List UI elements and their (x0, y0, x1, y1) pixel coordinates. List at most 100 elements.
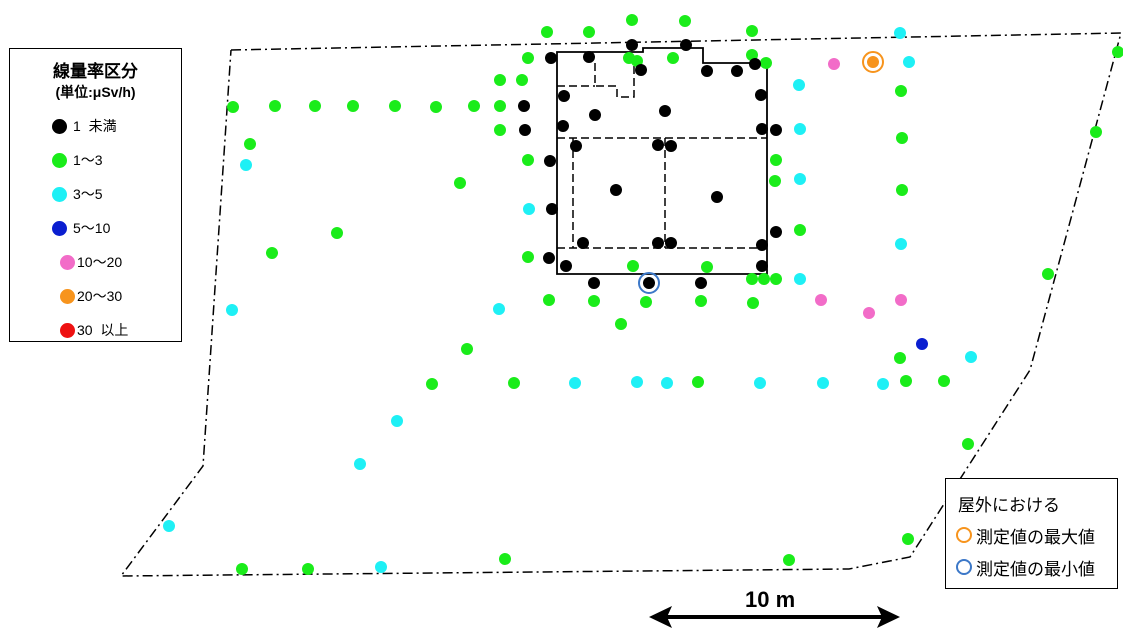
building-outline (556, 47, 768, 275)
point-under-1 (560, 260, 572, 272)
point-under-1 (583, 51, 595, 63)
point-3-5 (794, 273, 806, 285)
extremes-legend: 屋外における 測定値の最大値 測定値の最小値 (945, 478, 1118, 589)
point-1-3 (627, 260, 639, 272)
point-1-3 (896, 132, 908, 144)
point-3-5 (391, 415, 403, 427)
point-under-1 (577, 237, 589, 249)
point-under-1 (635, 64, 647, 76)
point-under-1 (519, 124, 531, 136)
point-1-3 (494, 124, 506, 136)
legend-item-5-10: 5〜10 (52, 218, 110, 238)
point-under-1 (770, 226, 782, 238)
point-under-1 (665, 237, 677, 249)
point-1-3 (701, 261, 713, 273)
legend-item-label: 30 以上 (77, 322, 129, 338)
point-3-5 (375, 561, 387, 573)
point-under-1 (695, 277, 707, 289)
point-under-1 (652, 237, 664, 249)
point-1-3 (302, 563, 314, 575)
point-1-3 (1042, 268, 1054, 280)
point-10-20 (815, 294, 827, 306)
site-boundary (119, 32, 1122, 577)
point-1-3 (783, 554, 795, 566)
point-1-3 (900, 375, 912, 387)
point-3-5 (754, 377, 766, 389)
point-1-3 (331, 227, 343, 239)
point-1-3 (430, 101, 442, 113)
point-3-5 (569, 377, 581, 389)
legend-item-label: 1〜3 (73, 152, 103, 168)
point-1-3 (266, 247, 278, 259)
point-3-5 (631, 376, 643, 388)
point-1-3 (760, 57, 772, 69)
point-under-1 (610, 184, 622, 196)
point-1-3 (770, 273, 782, 285)
point-under-1 (701, 65, 713, 77)
point-3-5 (817, 377, 829, 389)
point-3-5 (793, 79, 805, 91)
point-3-5 (523, 203, 535, 215)
point-1-3 (588, 295, 600, 307)
measurement-points (163, 14, 1123, 575)
point-1-3 (747, 297, 759, 309)
point-1-3 (679, 15, 691, 27)
point-under-1 (570, 140, 582, 152)
scale-bar (649, 606, 900, 628)
orange-ring-icon (956, 527, 972, 543)
point-1-3 (454, 177, 466, 189)
blue-dot-icon (52, 220, 67, 236)
point-1-3 (626, 14, 638, 26)
legend-item-label: 3〜5 (73, 186, 103, 202)
point-1-3 (962, 438, 974, 450)
max-value-marker (862, 51, 884, 73)
point-1-3 (499, 553, 511, 565)
point-1-3 (938, 375, 950, 387)
point-3-5 (794, 173, 806, 185)
point-1-3 (244, 138, 256, 150)
point-1-3 (746, 273, 758, 285)
point-under-1 (588, 277, 600, 289)
point-1-3 (522, 251, 534, 263)
point-under-1 (756, 260, 768, 272)
point-under-1 (557, 120, 569, 132)
point-1-3 (695, 295, 707, 307)
point-under-1 (643, 277, 655, 289)
scale-bar-label: 10 m (745, 587, 796, 612)
point-1-3 (631, 55, 643, 67)
legend-item-label: 20〜30 (77, 288, 123, 304)
legend-unit: (単位:μSv/h) (55, 84, 136, 100)
point-under-1 (518, 100, 530, 112)
legend-title: 線量率区分 (53, 62, 138, 81)
point-1-3 (522, 154, 534, 166)
legend-item-label: 10〜20 (77, 254, 123, 270)
legend-item-1-3: 1〜3 (52, 150, 103, 170)
point-under-1 (756, 123, 768, 135)
point-under-1 (756, 239, 768, 251)
point-1-3 (640, 296, 652, 308)
point-under-1 (770, 124, 782, 136)
green-dot-icon (52, 152, 67, 168)
point-1-3 (236, 563, 248, 575)
point-3-5 (894, 27, 906, 39)
point-3-5 (493, 303, 505, 315)
point-1-3 (543, 294, 555, 306)
point-1-3 (494, 74, 506, 86)
point-10-20 (828, 58, 840, 70)
orange-dot-icon (60, 288, 75, 304)
cyan-dot-icon (52, 186, 67, 202)
point-1-3 (896, 184, 908, 196)
point-1-3 (468, 100, 480, 112)
black-dot-icon (52, 118, 67, 134)
point-1-3 (494, 100, 506, 112)
point-1-3 (692, 376, 704, 388)
max-value-legend-item: 測定値の最大値 (956, 523, 1095, 547)
point-1-3 (1090, 126, 1102, 138)
point-under-1 (626, 39, 638, 51)
legend-item-10-20: 10〜20 (60, 252, 122, 272)
point-1-3 (227, 101, 239, 113)
point-under-1 (544, 155, 556, 167)
point-3-5 (903, 56, 915, 68)
point-3-5 (354, 458, 366, 470)
